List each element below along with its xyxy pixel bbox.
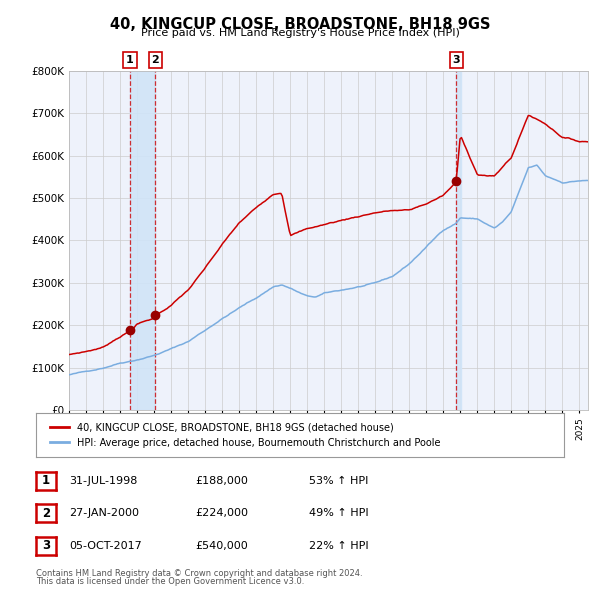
Bar [130,71,155,410]
Text: 3: 3 [452,55,460,65]
Text: £540,000: £540,000 [195,541,248,550]
Text: 2: 2 [152,55,160,65]
Text: This data is licensed under the Open Government Licence v3.0.: This data is licensed under the Open Gov… [36,578,304,586]
Text: 3: 3 [42,539,50,552]
Text: £188,000: £188,000 [195,476,248,486]
Text: 31-JUL-1998: 31-JUL-1998 [69,476,137,486]
Text: 05-OCT-2017: 05-OCT-2017 [69,541,142,550]
Text: 2: 2 [42,507,50,520]
Text: 49% ↑ HPI: 49% ↑ HPI [309,509,368,518]
Text: 27-JAN-2000: 27-JAN-2000 [69,509,139,518]
Text: £224,000: £224,000 [195,509,248,518]
Text: 53% ↑ HPI: 53% ↑ HPI [309,476,368,486]
Text: 1: 1 [42,474,50,487]
Text: Contains HM Land Registry data © Crown copyright and database right 2024.: Contains HM Land Registry data © Crown c… [36,569,362,578]
Bar [456,71,461,410]
Text: 1: 1 [126,55,134,65]
Text: 40, KINGCUP CLOSE, BROADSTONE, BH18 9GS: 40, KINGCUP CLOSE, BROADSTONE, BH18 9GS [110,17,490,31]
Legend: 40, KINGCUP CLOSE, BROADSTONE, BH18 9GS (detached house), HPI: Average price, de: 40, KINGCUP CLOSE, BROADSTONE, BH18 9GS … [46,419,445,451]
Text: 22% ↑ HPI: 22% ↑ HPI [309,541,368,550]
Text: Price paid vs. HM Land Registry's House Price Index (HPI): Price paid vs. HM Land Registry's House … [140,28,460,38]
